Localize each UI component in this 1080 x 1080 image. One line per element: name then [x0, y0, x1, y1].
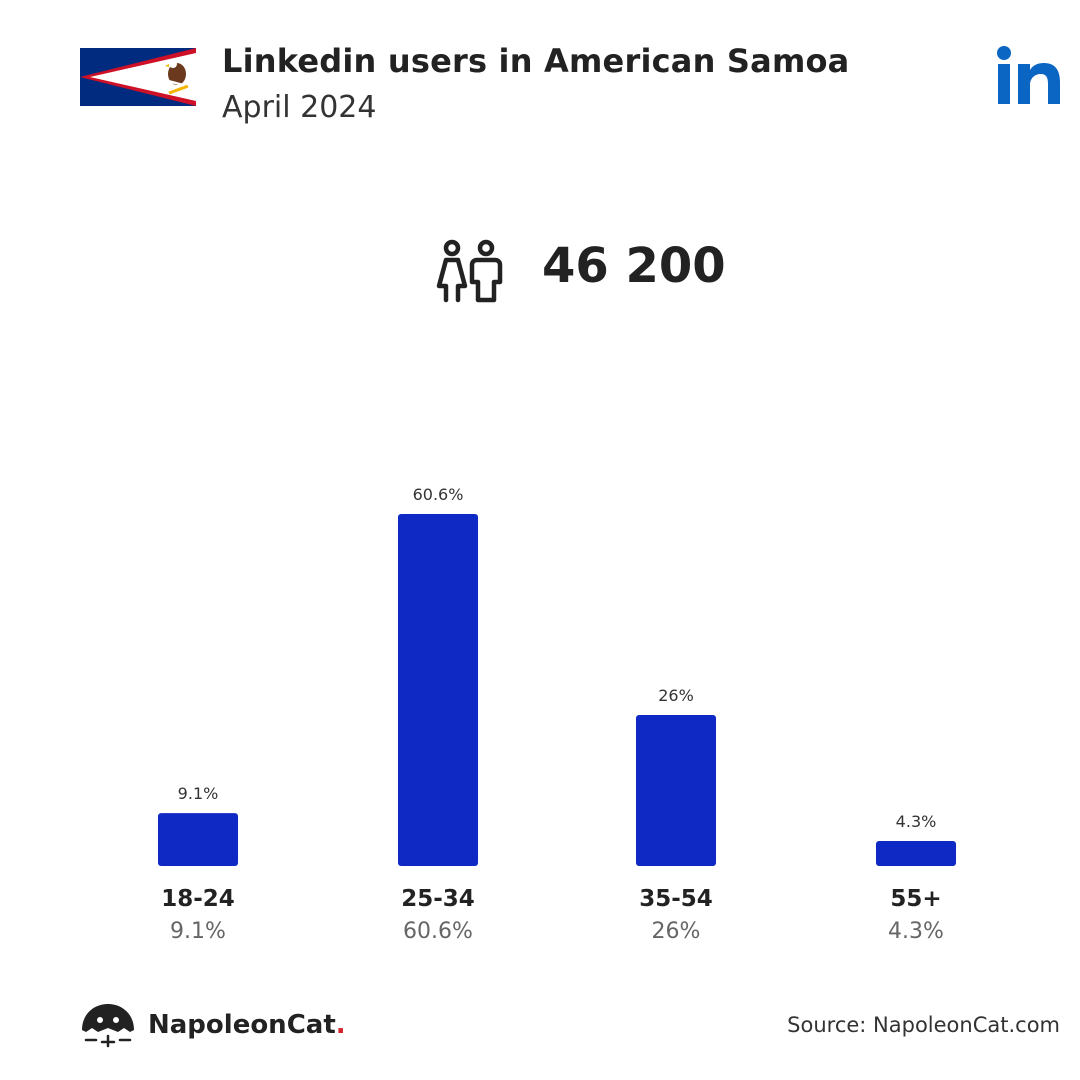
total-users-value: 46 200	[542, 238, 726, 294]
page-subtitle: April 2024	[222, 90, 377, 125]
bar-25-34	[398, 514, 478, 866]
bar-value-label: 4.3%	[896, 812, 937, 831]
category-label: 25-34	[401, 886, 475, 912]
category-percent-label: 26%	[652, 919, 701, 944]
category-label: 35-54	[639, 886, 713, 912]
bar-35-54	[636, 714, 716, 866]
brand-name: NapoleonCat	[148, 1010, 336, 1040]
linkedin-icon	[997, 46, 1060, 104]
category-percent-label: 4.3%	[888, 919, 944, 944]
american-samoa-flag-icon	[80, 48, 196, 106]
category-label: 55+	[890, 886, 941, 912]
napoleoncat-logo-icon	[82, 1004, 134, 1048]
bar-18-24	[158, 813, 238, 866]
category-label: 18-24	[161, 886, 235, 912]
source-credit: Source: NapoleonCat.com	[787, 1013, 1060, 1037]
users-icon	[436, 239, 503, 303]
bar-55	[876, 841, 956, 866]
brand-dot: .	[335, 1010, 346, 1040]
category-percent-label: 9.1%	[170, 919, 226, 944]
bar-value-label: 26%	[658, 686, 694, 705]
category-percent-label: 60.6%	[403, 919, 473, 944]
napoleoncat-brand: NapoleonCat.	[148, 1010, 346, 1040]
bar-value-label: 60.6%	[413, 485, 464, 504]
bar-value-label: 9.1%	[178, 784, 219, 803]
age-distribution-bar-chart: 9.1% 18-24 9.1% 60.6% 25-34 60.6% 26% 35-54 26% 4…	[158, 485, 956, 944]
page-title: Linkedin users in American Samoa	[222, 42, 850, 80]
